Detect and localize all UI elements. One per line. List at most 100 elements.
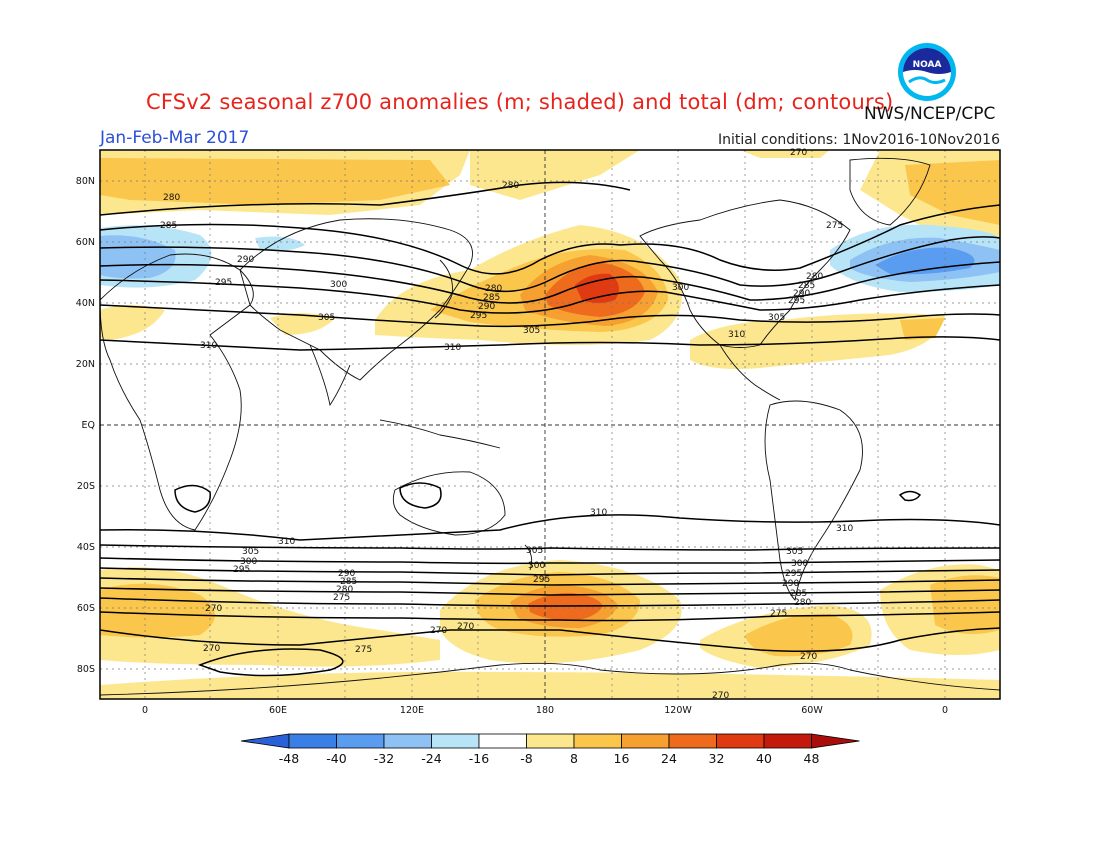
contour-label-285: 285 — [160, 221, 177, 231]
lat-label-20s: 20S — [77, 481, 95, 492]
contour-label-305f: 305 — [786, 547, 803, 557]
contour-label-310f: 310 — [836, 524, 853, 534]
colorbar-segment — [478, 733, 527, 749]
lat-label-60s: 60S — [77, 603, 95, 614]
contour-label-270f: 270 — [800, 652, 817, 662]
colorbar-label: -8 — [520, 751, 533, 766]
initial-conditions: Initial conditions: 1Nov2016-10Nov2016 — [717, 132, 1000, 148]
contour-label-280f: 280 — [794, 598, 811, 608]
contour-label-295f: 295 — [785, 569, 802, 579]
contour-label-310c: 310 — [728, 330, 745, 340]
colorbar-segment — [336, 733, 385, 749]
coast-south-america — [764, 400, 863, 601]
contour-label-275b: 275 — [333, 593, 350, 603]
contour-label-295b: 295 — [470, 311, 487, 321]
contour-nh-295 — [100, 261, 1000, 304]
contour-sh-290 — [100, 577, 1000, 586]
contour-nh-300 — [100, 279, 1000, 314]
shade-greenland-top — [740, 150, 830, 158]
shade-subtrop-arabia — [270, 313, 335, 335]
lat-label-80s: 80S — [77, 664, 95, 675]
colorbar-segment — [288, 733, 337, 749]
contour-label-275d: 275 — [355, 645, 372, 655]
contour-label-300d: 300 — [528, 561, 545, 571]
contour-sh-310 — [100, 514, 1000, 541]
latitude-axis: 80N 60N 40N 20N EQ 20S 40S 60S 80S — [76, 176, 95, 675]
contour-label-275: 275 — [826, 221, 843, 231]
colorbar-segment — [716, 733, 765, 749]
colorbar-segment — [668, 733, 717, 749]
lat-label-40s: 40S — [77, 542, 95, 553]
contour-nh-290 — [100, 236, 1000, 293]
contour-label-290d: 290 — [338, 569, 355, 579]
contour-label-295d: 295 — [233, 565, 250, 575]
colorbar-label: 24 — [661, 751, 677, 766]
contour-sh-280 — [100, 597, 1000, 607]
contour-label-310e: 310 — [278, 537, 295, 547]
colorbar-label: 32 — [709, 751, 725, 766]
coast-indonesia — [379, 419, 501, 449]
contour-label-305b: 305 — [523, 326, 540, 336]
forecast-period: Jan-Feb-Mar 2017 — [100, 128, 250, 148]
noaa-logo-icon: NOAA — [898, 43, 956, 101]
colorbar-label: -24 — [421, 751, 441, 766]
contour-label-295: 295 — [215, 278, 232, 288]
coast-greenland — [849, 157, 931, 226]
lat-label-80n: 80N — [76, 176, 95, 187]
contour-label-290c: 290 — [793, 289, 810, 299]
shade-arctic-west-16 — [100, 158, 450, 205]
contour-label-270c: 270 — [203, 644, 220, 654]
coast-north-america — [639, 199, 851, 348]
contour-label-305c: 305 — [768, 313, 785, 323]
colorbar-segment — [383, 733, 432, 749]
contour-nh-285 — [100, 204, 1000, 275]
contour-nh-310 — [100, 336, 1000, 351]
coast-japan — [434, 259, 453, 319]
contour-label-285e: 285 — [790, 589, 807, 599]
shade-subtrop-atlantic-16 — [900, 318, 945, 340]
contour-sh-300 — [100, 557, 1000, 565]
lon-label-0: 0 — [142, 705, 148, 716]
colorbar-arrow-high — [811, 733, 860, 749]
agency-label: NWS/NCEP/CPC — [864, 104, 996, 124]
shade-subtrop-atlantic — [690, 313, 945, 369]
coast-india — [309, 344, 351, 407]
contour-australia-low — [399, 482, 442, 509]
contour-label-280: 280 — [163, 193, 180, 203]
colorbar-arrow-low — [240, 733, 290, 749]
shade-antarctic — [100, 671, 1000, 699]
lon-label-0-east: 0 — [942, 705, 948, 716]
contour-label-310b: 310 — [444, 343, 461, 353]
contour-label-300b: 300 — [672, 283, 689, 293]
colorbar-label: -48 — [279, 751, 299, 766]
colorbar-segment — [573, 733, 622, 749]
contour-label-300c: 300 — [240, 557, 257, 567]
contour-sh-295 — [100, 567, 1000, 576]
shade-arctic-east-16 — [905, 160, 1000, 225]
contour-sh-305 — [100, 544, 1000, 551]
noaa-logo-text: NOAA — [913, 60, 942, 70]
contour-label-295e: 295 — [533, 575, 550, 585]
contour-label-285d: 285 — [340, 577, 357, 587]
coast-europe-africa — [100, 253, 254, 531]
contour-label-310: 310 — [200, 341, 217, 351]
shade-subtrop-africa — [100, 305, 165, 340]
shade-neg-europe-16 — [100, 235, 176, 279]
colorbar-label: -40 — [326, 751, 346, 766]
contour-label-280d: 280 — [806, 272, 823, 282]
map-frame — [99, 149, 1001, 700]
lon-label-120e: 120E — [400, 705, 424, 716]
contour-label-285c: 285 — [798, 281, 815, 291]
contour-sh-270 — [100, 627, 1000, 652]
colorbar-label: 48 — [804, 751, 820, 766]
colorbar-segment — [763, 733, 812, 749]
contour-nh-305 — [100, 304, 1000, 328]
coast-antarctica — [100, 662, 1000, 696]
shade-south-west-16 — [100, 583, 215, 638]
colorbar-label: 16 — [614, 751, 630, 766]
contour-label-270b: 270 — [205, 604, 222, 614]
contour-sh-275 — [100, 611, 1000, 622]
contour-label-305: 305 — [318, 313, 335, 323]
shade-neg-atlantic-24 — [875, 247, 975, 275]
contour-label-310d: 310 — [590, 508, 607, 518]
